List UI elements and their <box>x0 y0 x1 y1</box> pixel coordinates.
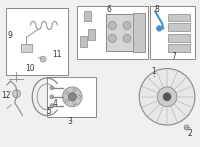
Circle shape <box>123 21 131 29</box>
FancyBboxPatch shape <box>106 14 134 51</box>
Text: 7: 7 <box>171 52 176 61</box>
Text: 10: 10 <box>25 64 35 73</box>
FancyBboxPatch shape <box>133 13 145 52</box>
Text: 3: 3 <box>67 117 72 126</box>
Circle shape <box>184 125 189 130</box>
FancyBboxPatch shape <box>21 44 32 52</box>
Bar <box>168 24 190 31</box>
FancyBboxPatch shape <box>77 6 148 59</box>
Text: 2: 2 <box>187 129 192 138</box>
Text: 12: 12 <box>1 91 11 100</box>
Circle shape <box>157 87 177 107</box>
Circle shape <box>139 69 195 125</box>
Circle shape <box>40 56 46 62</box>
Circle shape <box>108 34 116 42</box>
Circle shape <box>163 93 171 101</box>
Text: 11: 11 <box>52 50 61 59</box>
Text: 5: 5 <box>46 107 51 116</box>
FancyBboxPatch shape <box>6 8 68 75</box>
Bar <box>168 34 190 42</box>
Text: 1: 1 <box>151 67 156 76</box>
Text: 4: 4 <box>52 99 57 108</box>
Circle shape <box>50 86 54 90</box>
Circle shape <box>123 34 131 42</box>
Bar <box>168 14 190 21</box>
Circle shape <box>108 21 116 29</box>
Bar <box>84 11 91 21</box>
FancyBboxPatch shape <box>150 6 195 59</box>
Text: 9: 9 <box>7 31 12 40</box>
Bar <box>80 36 87 47</box>
Circle shape <box>50 95 54 99</box>
Circle shape <box>68 93 76 101</box>
Bar <box>168 44 190 52</box>
Text: 6: 6 <box>106 5 111 14</box>
Bar <box>88 29 95 40</box>
FancyBboxPatch shape <box>47 77 96 117</box>
Circle shape <box>157 26 162 31</box>
Text: 8: 8 <box>155 5 160 14</box>
Circle shape <box>63 87 82 107</box>
Circle shape <box>50 104 54 108</box>
Circle shape <box>13 90 21 98</box>
